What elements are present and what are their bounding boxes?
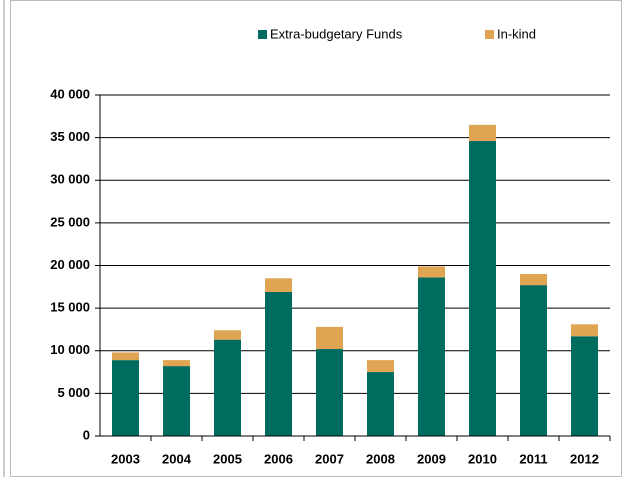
- legend-swatch: [485, 30, 494, 39]
- x-tick-label: 2011: [519, 451, 547, 466]
- bar-segment: [367, 360, 394, 373]
- y-tick-label: 30 000: [50, 172, 90, 187]
- bar-segment: [214, 339, 241, 436]
- bar-segment: [418, 266, 445, 278]
- x-tick-label: 2005: [213, 451, 242, 466]
- bar-segment: [112, 360, 139, 436]
- bar-segment: [163, 366, 190, 436]
- x-tick-label: 2003: [111, 451, 140, 466]
- bar-segment: [112, 352, 139, 361]
- x-tick-label: 2008: [366, 451, 395, 466]
- bar-segment: [571, 324, 598, 337]
- bar-segment: [367, 372, 394, 436]
- legend-swatch: [258, 30, 267, 39]
- bar-segment: [571, 336, 598, 436]
- bar-segment: [469, 124, 496, 142]
- x-tick-label: 2012: [570, 451, 599, 466]
- x-tick-label: 2004: [162, 451, 192, 466]
- bar-segment: [265, 278, 292, 292]
- x-tick-label: 2010: [468, 451, 497, 466]
- bar-segment: [316, 349, 343, 436]
- bar-segment: [316, 326, 343, 350]
- bar-segment: [469, 141, 496, 436]
- bar-segment: [214, 330, 241, 340]
- bar-segment: [418, 277, 445, 436]
- bar-segment: [520, 285, 547, 436]
- legend-label: Extra-budgetary Funds: [270, 26, 403, 41]
- bar-segment: [163, 360, 190, 367]
- y-tick-label: 40 000: [50, 86, 90, 101]
- y-tick-label: 0: [83, 427, 90, 442]
- y-tick-label: 5 000: [57, 385, 90, 400]
- legend-label: In-kind: [497, 26, 536, 41]
- y-tick-label: 25 000: [50, 214, 90, 229]
- x-tick-label: 2007: [315, 451, 344, 466]
- y-tick-label: 10 000: [50, 342, 90, 357]
- bar-segment: [265, 291, 292, 436]
- x-tick-label: 2009: [417, 451, 446, 466]
- bar-segment: [520, 274, 547, 286]
- y-tick-label: 15 000: [50, 300, 90, 315]
- y-tick-label: 35 000: [50, 129, 90, 144]
- x-tick-label: 2006: [264, 451, 293, 466]
- y-tick-label: 20 000: [50, 257, 90, 272]
